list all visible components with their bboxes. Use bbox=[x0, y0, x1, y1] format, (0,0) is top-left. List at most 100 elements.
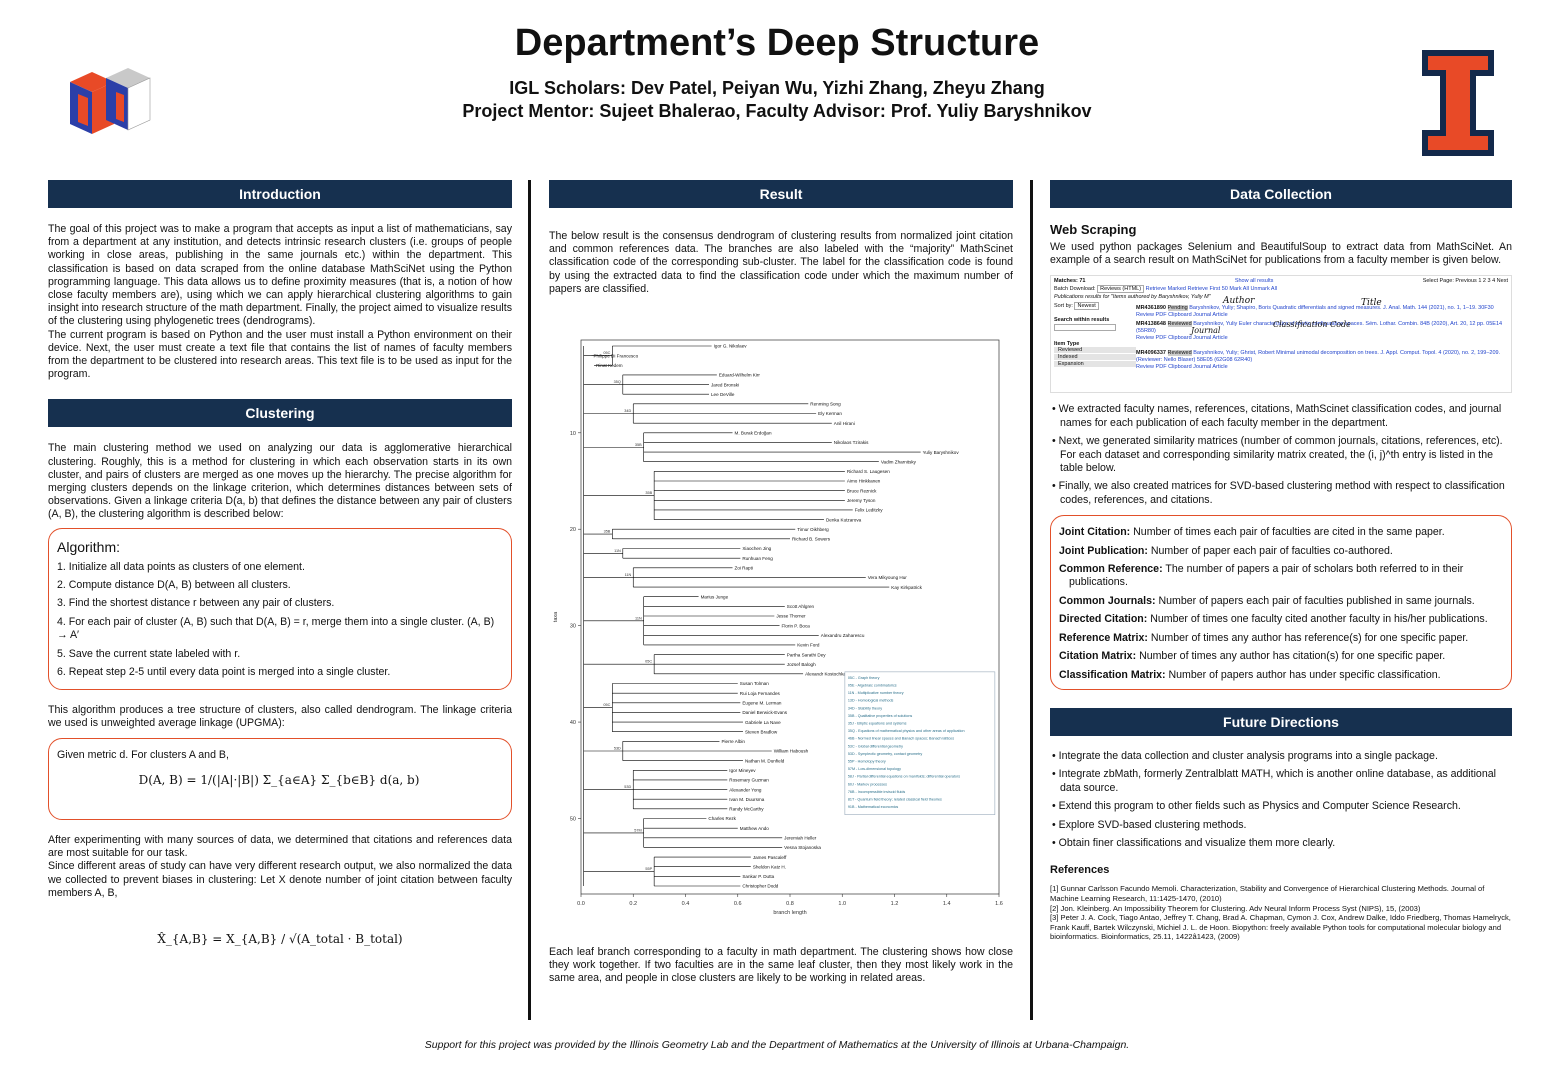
leaf-label: Felix Leditzky bbox=[855, 508, 884, 513]
y-tick-label: 50 bbox=[570, 817, 576, 823]
record-links[interactable]: Review PDF Clipboard Journal Article bbox=[1136, 312, 1228, 319]
definition-desc: Number of times one faculty cited anothe… bbox=[1150, 613, 1488, 626]
leaf-label: Vadim Zharnitsky bbox=[881, 459, 917, 464]
leaf-label: Ivan M. Duursma bbox=[729, 797, 764, 802]
definition-term: Joint Citation: bbox=[1059, 526, 1131, 539]
upgma-formula: D(A, B) = 1/(|A|·|B|) Σ_{a∈A} Σ_{b∈B} d(… bbox=[138, 772, 420, 787]
leaf-label: Runhuan Feng bbox=[742, 556, 773, 561]
poster-authors: IGL Scholars: Dev Patel, Peiyan Wu, Yizh… bbox=[0, 77, 1554, 123]
annotation-classification-code: Classification Code bbox=[1273, 320, 1351, 330]
leaf-label: Yuliy Baryshnikov bbox=[923, 450, 960, 455]
item-type-label: Item Type bbox=[1054, 341, 1080, 348]
record-id[interactable]: MR4361890 bbox=[1136, 305, 1166, 312]
leaf-label: Igor Mineyev bbox=[729, 768, 756, 773]
definition-item: Joint Citation: Number of times each pai… bbox=[1059, 526, 1503, 539]
x-tick-label: 0.0 bbox=[577, 901, 585, 907]
item-type-reviewed[interactable]: Reviewed bbox=[1054, 347, 1136, 354]
leaf-label: Susan Tolman bbox=[740, 681, 769, 686]
leaf-label: Gabriele La Nave bbox=[745, 720, 781, 725]
leaf-label: William Haboush bbox=[774, 749, 809, 754]
leaf-label: Vera Mikyoung Hur bbox=[868, 575, 908, 580]
clustering-paragraph-2: This algorithm produces a tree structure… bbox=[48, 703, 512, 729]
clade-label: 11N bbox=[635, 616, 642, 620]
dendrogram-figure: 0.0 0.2 0.4 0.6 0.8 1.0 1.2 1.4 1.6 branch length… bbox=[549, 332, 1013, 932]
x-tick-label: 1.0 bbox=[838, 901, 846, 907]
result-heading: Result bbox=[549, 180, 1013, 208]
record-links[interactable]: Review PDF Clipboard Journal Article bbox=[1136, 335, 1228, 342]
record-citation[interactable]: Baryshnikov, Yuliy; Shapiro, Boris Quadr… bbox=[1189, 305, 1494, 312]
leaf-label: Marius Junge bbox=[701, 594, 729, 599]
legend-entry: 13D - Homological methods bbox=[848, 699, 894, 703]
record-id[interactable]: MR4138648 bbox=[1136, 321, 1166, 328]
definition-desc: Number of papers author has under specif… bbox=[1168, 668, 1441, 681]
x-tick-label: 1.4 bbox=[943, 901, 951, 907]
definition-item: Common Reference: The number of papers a… bbox=[1059, 563, 1503, 590]
y-tick-label: 10 bbox=[570, 431, 576, 437]
item-type-expansion[interactable]: Expansion bbox=[1054, 361, 1136, 368]
definition-item: Common Journals: Number of papers each p… bbox=[1059, 595, 1503, 608]
select-page[interactable]: Select Page: Previous 1 2 3 4 Next bbox=[1422, 278, 1508, 285]
algorithm-step: 4. For each pair of cluster (A, B) such … bbox=[57, 615, 495, 642]
record-citation[interactable]: Baryshnikov, Yuliy Euler characteristics… bbox=[1136, 321, 1503, 335]
legend-entry: 57M - Low-dimensional topology bbox=[848, 767, 901, 771]
record-badge: Reviewed bbox=[1167, 350, 1192, 357]
algorithm-step: 6. Repeat step 2-5 until every data poin… bbox=[57, 666, 391, 679]
leaf-label: Charles Rezk bbox=[708, 816, 736, 821]
leaf-label: Philippe Di Francesco bbox=[593, 353, 638, 358]
batch-download-label: Batch Download: bbox=[1054, 286, 1096, 293]
column-divider-2 bbox=[1030, 180, 1033, 1020]
record-badge: Pending bbox=[1167, 305, 1188, 312]
legend-entry: 76B - Incompressible inviscid fluids bbox=[848, 790, 906, 794]
dendrogram-svg: 0.0 0.2 0.4 0.6 0.8 1.0 1.2 1.4 1.6 branch length… bbox=[553, 339, 1003, 916]
legend-box bbox=[844, 671, 996, 815]
definition-term: Common Journals: bbox=[1059, 594, 1156, 607]
clade-label: 34D bbox=[624, 409, 631, 413]
record-links[interactable]: Review PDF Clipboard Journal Article bbox=[1136, 364, 1228, 371]
definition-desc: Number of times each pair of faculties a… bbox=[1133, 526, 1445, 539]
data-collection-heading: Data Collection bbox=[1050, 180, 1512, 208]
bullet-item: • Next, we generated similarity matrices… bbox=[1052, 435, 1503, 475]
leaf-label: Vesna Stojanoska bbox=[784, 845, 821, 850]
reference-item: [1] Gunnar Carlsson Facundo Memoli. Char… bbox=[1050, 884, 1485, 903]
legend-entry: 35J - Elliptic equations and systems bbox=[848, 721, 907, 725]
poster-title: Department’s Deep Structure bbox=[514, 22, 1040, 64]
bullet-item: • We extracted faculty names, references… bbox=[1052, 403, 1502, 429]
result-paragraph-1: The below result is the consensus dendro… bbox=[549, 230, 1013, 295]
clade-label: 57M bbox=[634, 828, 641, 832]
x-tick-label: 1.6 bbox=[995, 901, 1003, 907]
definition-term: Citation Matrix: bbox=[1059, 650, 1137, 663]
bullet-item: • Integrate zbMath, formerly Zentralblat… bbox=[1052, 768, 1496, 794]
algorithm-step: 3. Find the shortest distance r between … bbox=[57, 597, 335, 610]
leaf-label: Scott Ahlgren bbox=[787, 604, 815, 609]
left-column: Introduction The goal of this project wa… bbox=[48, 180, 512, 946]
leaf-label: Xiaochen Jing bbox=[742, 546, 771, 551]
batch-download-select[interactable]: Reviews (HTML) bbox=[1097, 285, 1145, 294]
sort-select[interactable]: Newest bbox=[1074, 302, 1099, 311]
mathscinet-screenshot: Matches: 71 Show all results Select Page… bbox=[1050, 275, 1512, 394]
leaf-label: Kay Kirkpatrick bbox=[891, 585, 922, 590]
leaf-label: Sheldon Katz H. bbox=[753, 864, 786, 869]
leaf-label: Rosemary Guzman bbox=[729, 778, 769, 783]
web-scraping-subheading: Web Scraping bbox=[1050, 222, 1137, 237]
definition-desc: Number of times any author has reference… bbox=[1150, 631, 1469, 644]
annotation-title: Title bbox=[1361, 298, 1382, 309]
algorithm-box: Algorithm: 1. Initialize all data points… bbox=[48, 527, 512, 690]
definition-item: Citation Matrix: Number of times any aut… bbox=[1059, 650, 1503, 663]
clade-label: 35B bbox=[604, 530, 611, 534]
y-tick-label: 30 bbox=[570, 624, 576, 630]
illinois-block-i-logo bbox=[1420, 48, 1496, 158]
normalization-formula: X̂_{A,B} = X_{A,B} / √(A_total · B_total… bbox=[157, 931, 403, 946]
leaf-label: Jesse Thorner bbox=[776, 614, 806, 619]
item-type-indexed[interactable]: Indexed bbox=[1054, 354, 1136, 361]
leaf-label: Igor G. Nikolaev bbox=[714, 344, 748, 349]
legend-entry: 91B - Mathematical economics bbox=[848, 805, 899, 809]
linkage-box: Given metric d. For clusters A and B, D(… bbox=[48, 737, 512, 820]
batch-links[interactable]: Retrieve Marked Retrieve First 50 Mark A… bbox=[1145, 286, 1278, 293]
record-citation[interactable]: Baryshnikov, Yuliy; Ghrist, Robert Minim… bbox=[1136, 350, 1501, 364]
column-divider-1 bbox=[528, 180, 531, 1020]
search-within-input[interactable] bbox=[1054, 324, 1116, 332]
show-all-link[interactable]: Show all results bbox=[1234, 278, 1274, 285]
record-id[interactable]: MR4096337 bbox=[1136, 350, 1166, 357]
reference-item: [2] Jon. Kleinberg. An Impossibility The… bbox=[1050, 903, 1421, 913]
leaf-label: Matthew Ando bbox=[740, 826, 770, 831]
